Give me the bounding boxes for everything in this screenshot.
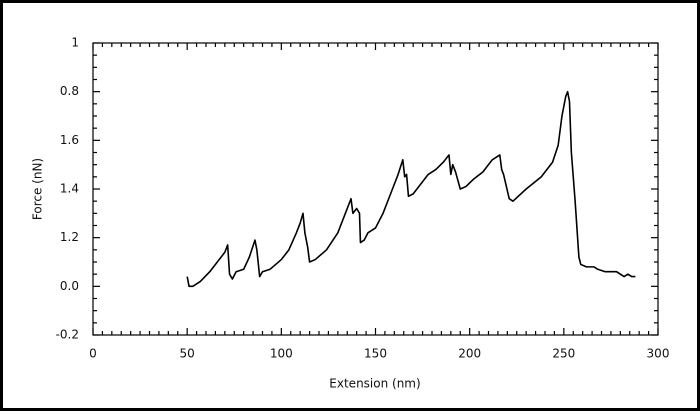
x-tick-label: 0: [89, 347, 97, 361]
x-axis-label: Extension (nm): [329, 377, 420, 391]
y-tick-label: 1: [71, 36, 79, 50]
x-tick-label: 150: [364, 347, 387, 361]
x-tick-label: 200: [458, 347, 481, 361]
x-tick-label: 100: [270, 347, 293, 361]
y-tick-label: 0.8: [60, 84, 79, 98]
y-axis-label: Force (nN): [31, 158, 45, 220]
x-tick-label: 50: [180, 347, 195, 361]
y-tick-label: 1.4: [60, 182, 79, 196]
plot-area: [92, 42, 659, 336]
y-tick-label: 1.2: [60, 230, 79, 244]
y-tick-label: -0.2: [56, 328, 79, 342]
y-tick-label: 0.0: [60, 279, 79, 293]
x-tick-label: 300: [647, 347, 670, 361]
x-tick-label: 250: [552, 347, 575, 361]
y-tick-label: 1.6: [60, 133, 79, 147]
force-curve: [186, 90, 636, 288]
